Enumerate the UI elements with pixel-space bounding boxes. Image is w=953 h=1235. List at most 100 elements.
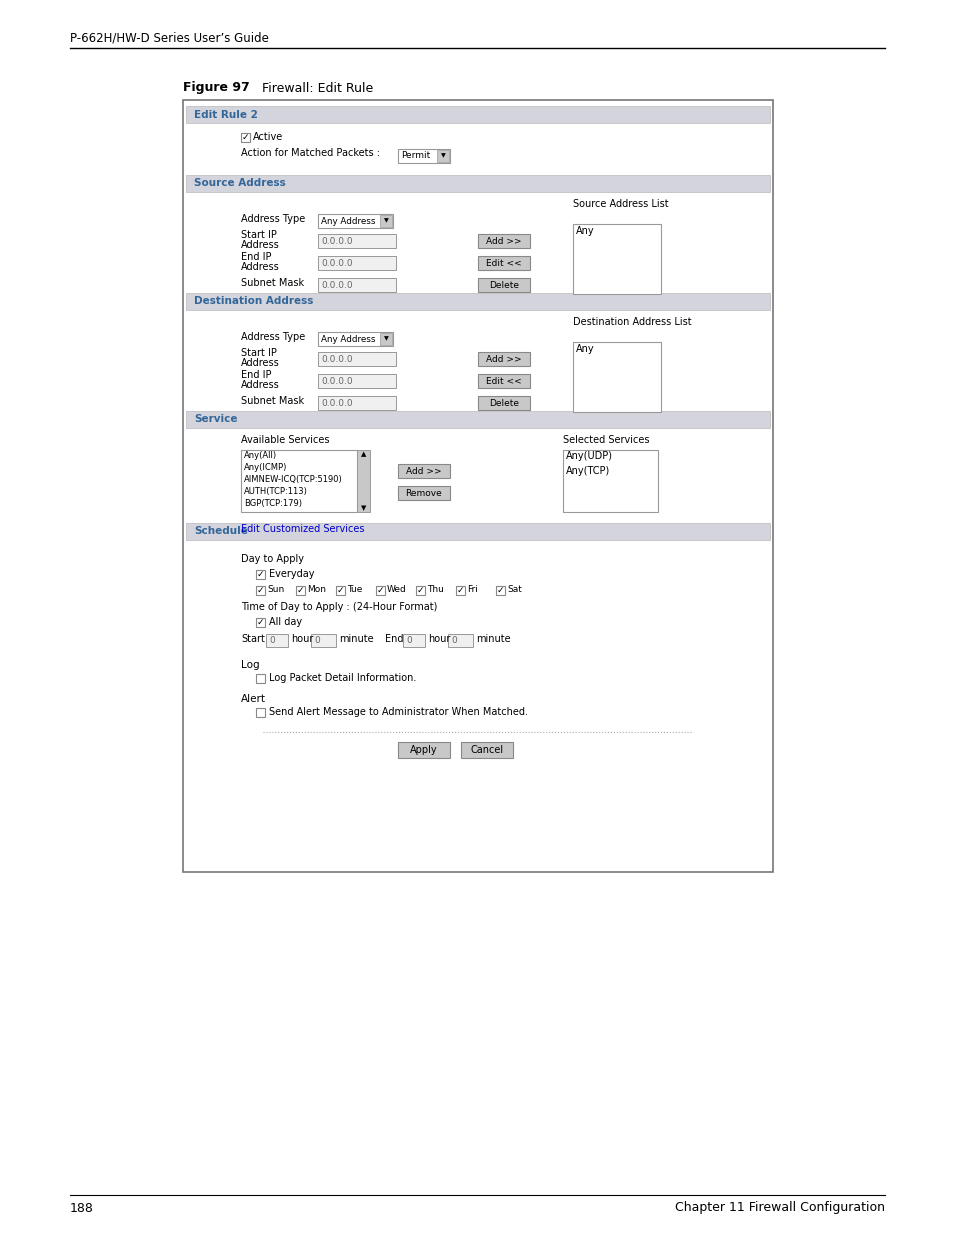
Bar [477, 352, 530, 366]
Bar [317, 352, 395, 366]
Bar [255, 585, 265, 595]
Bar [416, 585, 424, 595]
Text: 0: 0 [406, 636, 412, 645]
Text: 0.0.0.0: 0.0.0.0 [320, 399, 353, 408]
Bar [436, 149, 449, 162]
Text: ▼: ▼ [360, 505, 366, 511]
Bar [477, 233, 530, 248]
Text: Active: Active [253, 132, 283, 142]
Text: Any(UDP): Any(UDP) [565, 451, 613, 461]
Bar [295, 585, 305, 595]
Text: Sun: Sun [267, 585, 284, 594]
Text: ▼: ▼ [383, 336, 388, 342]
Text: Log Packet Detail Information.: Log Packet Detail Information. [269, 673, 416, 683]
Text: Delete: Delete [489, 399, 518, 408]
Text: ✓: ✓ [256, 571, 264, 579]
Text: ▲: ▲ [360, 451, 366, 457]
Text: Address Type: Address Type [241, 332, 305, 342]
Text: Sat: Sat [506, 585, 521, 594]
Bar [397, 742, 450, 758]
Text: Any(TCP): Any(TCP) [565, 467, 610, 477]
Text: AUTH(TCP:113): AUTH(TCP:113) [244, 487, 308, 495]
Text: Any: Any [576, 345, 594, 354]
Text: ▼: ▼ [440, 153, 445, 158]
Text: Any Address: Any Address [320, 216, 375, 226]
Text: Subnet Mask: Subnet Mask [241, 278, 304, 288]
Text: Thu: Thu [427, 585, 443, 594]
Text: Everyday: Everyday [269, 569, 314, 579]
Text: Edit <<: Edit << [486, 258, 521, 268]
Text: Figure 97: Figure 97 [183, 82, 250, 95]
Bar [266, 634, 288, 647]
Bar [186, 293, 769, 310]
Bar [317, 332, 393, 346]
Bar [255, 674, 265, 683]
Text: Chapter 11 Firewall Configuration: Chapter 11 Firewall Configuration [675, 1202, 884, 1214]
Text: 0.0.0.0: 0.0.0.0 [320, 236, 353, 246]
Bar [317, 233, 395, 248]
Text: Log: Log [241, 659, 259, 671]
Text: Remove: Remove [405, 489, 442, 498]
Text: 0: 0 [451, 636, 456, 645]
Text: ✓: ✓ [296, 585, 304, 595]
Text: Add >>: Add >> [486, 354, 521, 363]
Bar [402, 634, 424, 647]
Text: Add >>: Add >> [406, 467, 441, 475]
Bar [448, 634, 473, 647]
Text: Service: Service [193, 415, 237, 425]
Text: ▼: ▼ [383, 219, 388, 224]
Text: ✓: ✓ [497, 585, 504, 595]
Bar [456, 585, 464, 595]
Bar [186, 522, 769, 540]
Text: Destination Address List: Destination Address List [573, 317, 691, 327]
Bar [317, 396, 395, 410]
Bar [397, 487, 450, 500]
Text: P-662H/HW-D Series User’s Guide: P-662H/HW-D Series User’s Guide [70, 32, 269, 44]
Text: ✓: ✓ [456, 585, 464, 595]
Bar [255, 571, 265, 579]
Text: Time of Day to Apply : (24-Hour Format): Time of Day to Apply : (24-Hour Format) [241, 601, 436, 613]
Bar [311, 634, 335, 647]
Text: Any: Any [576, 226, 594, 236]
Text: Permit: Permit [400, 152, 430, 161]
Bar [317, 278, 395, 291]
Text: Tue: Tue [347, 585, 362, 594]
Bar [496, 585, 504, 595]
Text: ✓: ✓ [376, 585, 384, 595]
Text: Start IP: Start IP [241, 230, 276, 240]
Text: Schedule: Schedule [193, 526, 248, 536]
Text: Subnet Mask: Subnet Mask [241, 396, 304, 406]
Text: ✓: ✓ [336, 585, 344, 595]
Bar [255, 708, 265, 718]
Text: Any(All): Any(All) [244, 451, 276, 459]
Bar [397, 149, 450, 163]
Text: Edit Customized Services: Edit Customized Services [241, 524, 364, 534]
Bar [186, 175, 769, 191]
Text: Apply: Apply [410, 745, 437, 755]
Text: minute: minute [476, 634, 510, 643]
Bar [317, 374, 395, 388]
Text: End IP: End IP [241, 252, 272, 262]
Text: Address: Address [241, 380, 279, 390]
Text: 0: 0 [314, 636, 319, 645]
Text: End: End [385, 634, 403, 643]
Text: Available Services: Available Services [241, 435, 329, 445]
Bar [375, 585, 385, 595]
Text: ✓: ✓ [256, 585, 264, 595]
Bar [186, 106, 769, 124]
Text: Firewall: Edit Rule: Firewall: Edit Rule [250, 82, 373, 95]
Bar [397, 464, 450, 478]
Bar [477, 396, 530, 410]
Text: Start IP: Start IP [241, 348, 276, 358]
Text: Any Address: Any Address [320, 335, 375, 343]
Bar [379, 215, 392, 227]
Bar [241, 133, 250, 142]
Text: ✓: ✓ [242, 133, 250, 142]
Bar [241, 450, 356, 513]
Text: Action for Matched Packets :: Action for Matched Packets : [241, 148, 379, 158]
Bar [477, 256, 530, 270]
Text: hour: hour [291, 634, 313, 643]
Text: Edit <<: Edit << [486, 377, 521, 385]
Text: Source Address: Source Address [193, 179, 286, 189]
Text: Edit Rule 2: Edit Rule 2 [193, 110, 257, 120]
